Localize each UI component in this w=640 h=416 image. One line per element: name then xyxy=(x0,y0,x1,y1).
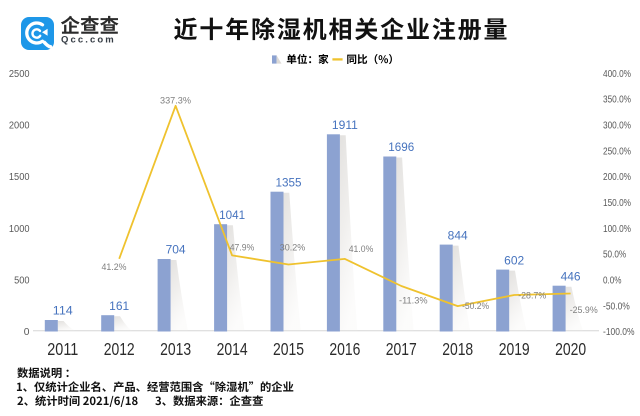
svg-text:2000: 2000 xyxy=(9,121,30,132)
svg-text:2017: 2017 xyxy=(386,339,417,359)
svg-text:0: 0 xyxy=(24,327,30,338)
svg-text:1041: 1041 xyxy=(219,210,245,222)
svg-text:500: 500 xyxy=(14,276,30,287)
svg-text:47.9%: 47.9% xyxy=(230,243,255,254)
svg-text:2016: 2016 xyxy=(329,339,360,359)
svg-text:2015: 2015 xyxy=(273,339,304,359)
svg-text:2019: 2019 xyxy=(499,339,530,359)
svg-text:2014: 2014 xyxy=(217,339,248,359)
svg-text:Qcc.com: Qcc.com xyxy=(61,34,116,45)
svg-text:1355: 1355 xyxy=(276,177,302,189)
svg-text:-11.3%: -11.3% xyxy=(399,295,428,306)
svg-text:41.0%: 41.0% xyxy=(349,244,374,255)
svg-text:2018: 2018 xyxy=(442,339,473,359)
svg-text:1911: 1911 xyxy=(332,120,358,132)
svg-text:1000: 1000 xyxy=(9,224,30,235)
svg-text:250.0%: 250.0% xyxy=(603,146,631,157)
svg-text:114: 114 xyxy=(53,306,74,318)
svg-text:704: 704 xyxy=(166,245,187,257)
svg-text:1500: 1500 xyxy=(9,172,30,183)
svg-text:2500: 2500 xyxy=(9,69,30,80)
svg-text:50.0%: 50.0% xyxy=(603,250,626,261)
svg-text:161: 161 xyxy=(109,301,129,313)
svg-text:-50.2%: -50.2% xyxy=(462,301,489,312)
svg-text:-100.0%: -100.0% xyxy=(603,327,635,338)
svg-text:400.0%: 400.0% xyxy=(603,69,631,80)
svg-text:350.0%: 350.0% xyxy=(603,95,631,106)
svg-text:602: 602 xyxy=(504,255,524,267)
svg-text:30.2%: 30.2% xyxy=(280,242,306,253)
svg-text:2013: 2013 xyxy=(160,339,191,359)
svg-text:41.2%: 41.2% xyxy=(102,262,128,273)
svg-text:844: 844 xyxy=(448,230,469,242)
svg-text:-25.9%: -25.9% xyxy=(570,305,599,316)
svg-text:-50.0%: -50.0% xyxy=(603,301,630,312)
svg-text:446: 446 xyxy=(561,271,581,283)
svg-text:-28.7%: -28.7% xyxy=(518,290,547,301)
svg-text:200.0%: 200.0% xyxy=(603,172,631,183)
svg-text:2012: 2012 xyxy=(104,339,135,359)
svg-text:100.0%: 100.0% xyxy=(603,224,631,235)
svg-text:150.0%: 150.0% xyxy=(603,198,631,209)
svg-text:2011: 2011 xyxy=(47,339,78,359)
svg-text:300.0%: 300.0% xyxy=(603,121,631,132)
svg-text:2020: 2020 xyxy=(555,339,586,359)
svg-text:0.0%: 0.0% xyxy=(603,276,622,287)
svg-text:337.3%: 337.3% xyxy=(160,95,192,106)
svg-text:1696: 1696 xyxy=(388,142,414,154)
